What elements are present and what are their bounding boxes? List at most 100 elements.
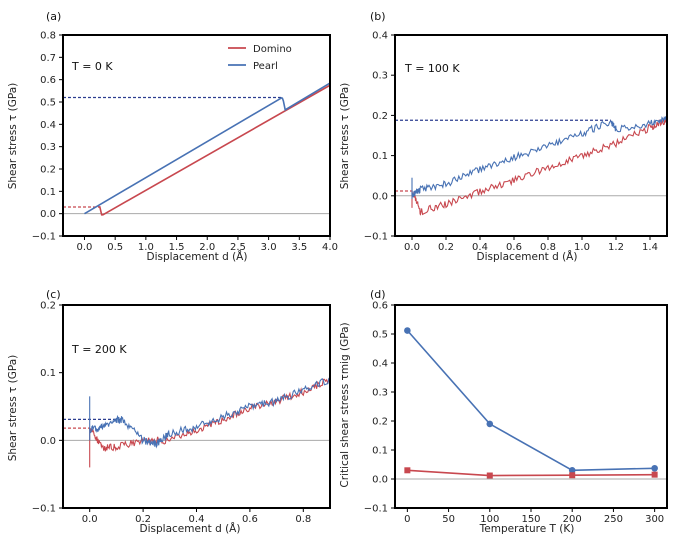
y-tick-label: 0.6 [40, 75, 56, 86]
y-tick-label: 0.1 [40, 187, 56, 198]
x-tick-label: 200 [563, 514, 582, 525]
y-tick-label: −0.1 [32, 504, 56, 515]
x-tick-label: 0.6 [242, 514, 258, 525]
y-axis-label-c: Shear stress τ (GPa) [7, 355, 19, 462]
annotation-temperature-c: T = 200 K [71, 343, 127, 356]
panel-label-d: (d) [370, 288, 386, 301]
panel-d: (d) 0 50 100 150 200 250 300 −0.1 0.0 0.1 0.2 0.3 0.… [339, 288, 668, 535]
y-axis-label-d: Critical shear stress τmig (GPa) [339, 322, 351, 487]
plot-frame [394, 34, 668, 237]
panel-label-b: (b) [370, 10, 386, 23]
data-point-domino [569, 472, 576, 479]
series-pearl-trace [89, 377, 331, 449]
x-tick-label: 0.4 [472, 242, 488, 253]
data-point-pearl [568, 467, 576, 474]
series-pearl-trace [411, 115, 668, 199]
y-axis-label-b: Shear stress τ (GPa) [339, 83, 351, 190]
x-tick-label: 4.0 [322, 242, 338, 253]
data-point-pearl [486, 420, 494, 428]
data-point-pearl [651, 464, 658, 472]
x-tick-label: 3.0 [261, 242, 277, 253]
y-tick-label: 0.2 [372, 111, 388, 122]
y-tick-label: 0.2 [40, 165, 56, 176]
x-tick-label: 2.0 [199, 242, 215, 253]
y-tick-label: 0.8 [40, 31, 56, 42]
y-tick-label: 0.4 [372, 359, 388, 370]
y-tick-label: 0.3 [372, 388, 388, 399]
plot-frame [62, 304, 331, 509]
panel-a: (a) 0.0 0.5 1.0 1.5 2.0 2.5 3.0 3.5 4.0−0.10.00.… [7, 10, 338, 263]
x-tick-label: 150 [521, 514, 540, 525]
data-point-domino [486, 472, 493, 479]
x-axis-label-d: Temperature T (K) [479, 523, 575, 535]
series-pearl-line [406, 329, 655, 472]
x-tick-label: 100 [480, 514, 499, 525]
x-axis-label-a: Displacement d (Å) [147, 250, 248, 263]
x-tick-label: 0 [404, 514, 410, 525]
x-axis-label-c: Displacement d (Å) [140, 522, 241, 535]
annotation-temperature-b: T = 100 K [404, 62, 460, 75]
y-tick-label: −0.1 [32, 232, 56, 243]
y-axis-label-a: Shear stress τ (GPa) [7, 83, 19, 190]
y-tick-label: 0.2 [372, 417, 388, 428]
x-tick-label: 1.0 [138, 242, 154, 253]
data-point-domino [404, 467, 411, 474]
x-tick-label: 1.2 [608, 242, 624, 253]
y-tick-label: 0.3 [372, 71, 388, 82]
y-tick-label: 0.1 [372, 446, 388, 457]
x-tick-label: 50 [442, 514, 455, 525]
panel-label-c: (c) [46, 288, 61, 301]
y-tick-label: 0.1 [372, 151, 388, 162]
series-pearl-ramp [84, 96, 283, 215]
plot-frame [394, 304, 668, 509]
series-domino-line [97, 84, 331, 216]
x-tick-label: 0.6 [506, 242, 522, 253]
x-tick-label: 2.5 [230, 242, 246, 253]
annotation-temperature-a: T = 0 K [71, 60, 113, 73]
x-tick-label: 0.8 [295, 514, 311, 525]
panel-b: (b) 0.0 0.2 0.4 0.6 0.8 1.0 1.2 1.4−0.10.00.10.… [339, 10, 668, 263]
series-domino-trace [411, 116, 668, 216]
x-tick-label: 1.5 [169, 242, 185, 253]
y-tick-label: 0.6 [372, 301, 388, 312]
series-pearl-line [281, 82, 331, 112]
series-domino-line [407, 469, 655, 477]
y-tick-label: 0.4 [40, 120, 56, 131]
y-tick-label: 0.1 [40, 368, 56, 379]
x-tick-label: 0.0 [82, 514, 98, 525]
plot-frame [62, 34, 331, 237]
x-tick-label: 250 [604, 514, 623, 525]
x-tick-label: 300 [645, 514, 664, 525]
plot-area-a: 0.0 0.5 1.0 1.5 2.0 2.5 3.0 3.5 4.0 −0.1 0.0 0.1 0.2… [32, 31, 338, 254]
x-tick-label: 0.0 [404, 242, 420, 253]
y-tick-label: 0.0 [372, 475, 388, 486]
data-point-domino [651, 471, 658, 478]
x-tick-label: 0.5 [107, 242, 123, 253]
x-tick-label: 1.0 [574, 242, 590, 253]
y-tick-label: 0.7 [40, 53, 56, 64]
y-tick-label: 0.0 [372, 191, 388, 202]
y-tick-label: 0.3 [40, 142, 56, 153]
y-tick-label: 0.4 [372, 31, 388, 42]
y-tick-label: −0.1 [364, 504, 388, 515]
x-tick-label: 1.4 [642, 242, 658, 253]
plot-area-b: 0.0 0.2 0.4 0.6 0.8 1.0 1.2 1.4 −0.1 0.0 0.1 0.2 0.3… [364, 31, 668, 253]
panel-c: (c) 0.0 0.2 0.4 0.6 0.8 −0.1 0.0 0.1 0.2 T = 200… [7, 288, 331, 535]
y-tick-label: −0.1 [364, 232, 388, 243]
x-tick-label: 0.2 [438, 242, 454, 253]
panel-label-a: (a) [46, 10, 61, 23]
x-axis-label-b: Displacement d (Å) [477, 250, 578, 263]
x-tick-label: 0.4 [189, 514, 205, 525]
series-domino-trace [89, 377, 331, 452]
x-tick-label: 0.2 [135, 514, 151, 525]
legend: Domino Pearl [228, 44, 292, 72]
legend-label-pearl: Pearl [253, 61, 278, 72]
data-point-pearl [404, 327, 411, 334]
plot-area-d: 0 50 100 150 200 250 300 −0.1 0.0 0.1 0.2 0.3 0.4 0.5… [364, 301, 668, 525]
y-tick-label: 0.2 [40, 301, 56, 312]
y-tick-label: 0.5 [372, 330, 388, 341]
legend-label-domino: Domino [253, 44, 292, 55]
y-tick-label: 0.0 [40, 436, 56, 447]
x-tick-label: 0.0 [77, 242, 93, 253]
